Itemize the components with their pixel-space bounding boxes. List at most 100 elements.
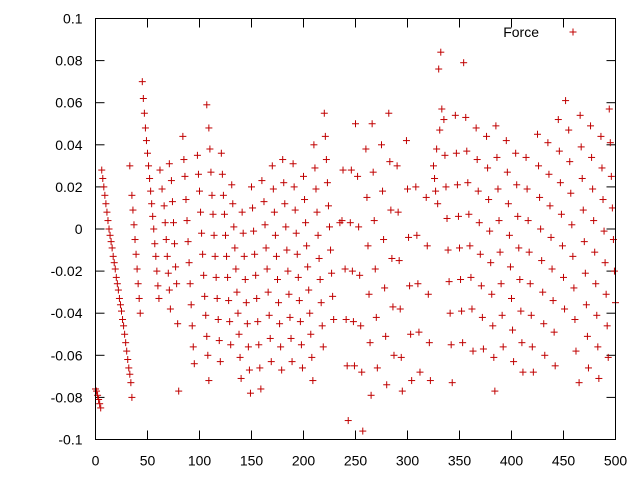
data-point	[303, 242, 311, 250]
data-point	[364, 242, 372, 250]
data-point	[589, 185, 597, 193]
data-point	[304, 263, 312, 271]
data-point	[498, 311, 506, 319]
data-point	[183, 217, 191, 225]
data-point	[173, 280, 181, 288]
data-point	[373, 364, 381, 372]
data-point	[580, 238, 588, 246]
data-point	[404, 185, 411, 193]
data-point	[276, 320, 284, 328]
data-point	[270, 208, 278, 216]
data-point	[432, 187, 440, 195]
data-point	[541, 351, 549, 359]
data-point	[145, 162, 153, 170]
data-point	[243, 320, 251, 328]
data-point	[547, 233, 555, 241]
data-point	[124, 356, 132, 364]
data-point	[284, 267, 292, 275]
data-point	[517, 307, 525, 315]
data-point	[309, 377, 317, 385]
data-point	[398, 387, 406, 395]
data-point	[555, 147, 563, 155]
data-point	[189, 343, 197, 351]
data-point	[451, 111, 459, 119]
data-point	[603, 322, 611, 330]
data-point	[204, 351, 212, 359]
data-point	[186, 280, 194, 288]
data-point	[406, 282, 414, 290]
data-point	[328, 269, 336, 277]
data-point	[208, 191, 216, 199]
data-point	[245, 366, 253, 374]
data-point	[590, 217, 598, 225]
data-point	[126, 162, 134, 170]
data-point	[161, 219, 169, 227]
data-point	[128, 191, 136, 199]
data-point	[207, 168, 215, 176]
data-point	[95, 396, 103, 404]
data-point	[514, 212, 522, 220]
x-tick-label: 450	[552, 453, 576, 469]
data-points	[92, 48, 619, 435]
data-point	[445, 278, 453, 286]
data-point	[556, 179, 564, 187]
data-point	[371, 265, 379, 273]
data-point	[291, 206, 299, 214]
data-point	[544, 139, 552, 147]
data-point	[412, 183, 420, 191]
data-point	[265, 311, 273, 319]
data-point	[368, 120, 376, 128]
data-point	[130, 221, 138, 229]
data-point	[491, 387, 499, 395]
data-point	[231, 244, 239, 252]
data-point	[122, 339, 130, 347]
data-point	[359, 427, 367, 435]
data-point	[425, 339, 433, 347]
data-point	[280, 179, 288, 187]
data-point	[131, 236, 139, 244]
data-point	[433, 145, 441, 153]
data-point	[205, 377, 213, 385]
data-point	[539, 288, 547, 296]
data-point	[592, 280, 600, 288]
data-point	[205, 124, 213, 132]
data-point	[444, 246, 452, 254]
data-point	[172, 263, 180, 271]
data-point	[567, 189, 575, 197]
data-point	[260, 198, 268, 206]
data-point	[572, 347, 580, 355]
data-point	[441, 151, 449, 159]
data-point	[296, 318, 304, 326]
data-point	[238, 208, 246, 216]
data-point	[162, 236, 170, 244]
data-point	[550, 328, 558, 336]
y-tick-label: 0.1	[63, 11, 83, 27]
data-point	[453, 181, 461, 189]
data-point	[306, 309, 314, 317]
data-point	[577, 143, 585, 151]
data-point	[434, 200, 442, 208]
data-point	[584, 364, 592, 372]
data-point	[271, 231, 279, 239]
data-point	[160, 202, 168, 210]
data-point	[215, 337, 223, 345]
data-point	[344, 417, 352, 425]
data-point	[380, 236, 388, 244]
data-point	[568, 221, 576, 229]
data-point	[607, 172, 615, 180]
data-point	[459, 339, 467, 347]
data-point	[97, 404, 105, 412]
data-point	[211, 252, 219, 260]
data-point	[490, 353, 498, 361]
data-point	[346, 219, 354, 227]
data-point	[219, 191, 227, 199]
data-point	[469, 347, 477, 355]
data-point	[385, 109, 393, 117]
data-point	[193, 151, 201, 159]
data-point	[354, 172, 362, 180]
data-point	[387, 206, 395, 214]
data-point	[180, 156, 188, 164]
data-point	[526, 280, 534, 288]
data-point	[99, 174, 107, 182]
data-point	[242, 299, 250, 307]
